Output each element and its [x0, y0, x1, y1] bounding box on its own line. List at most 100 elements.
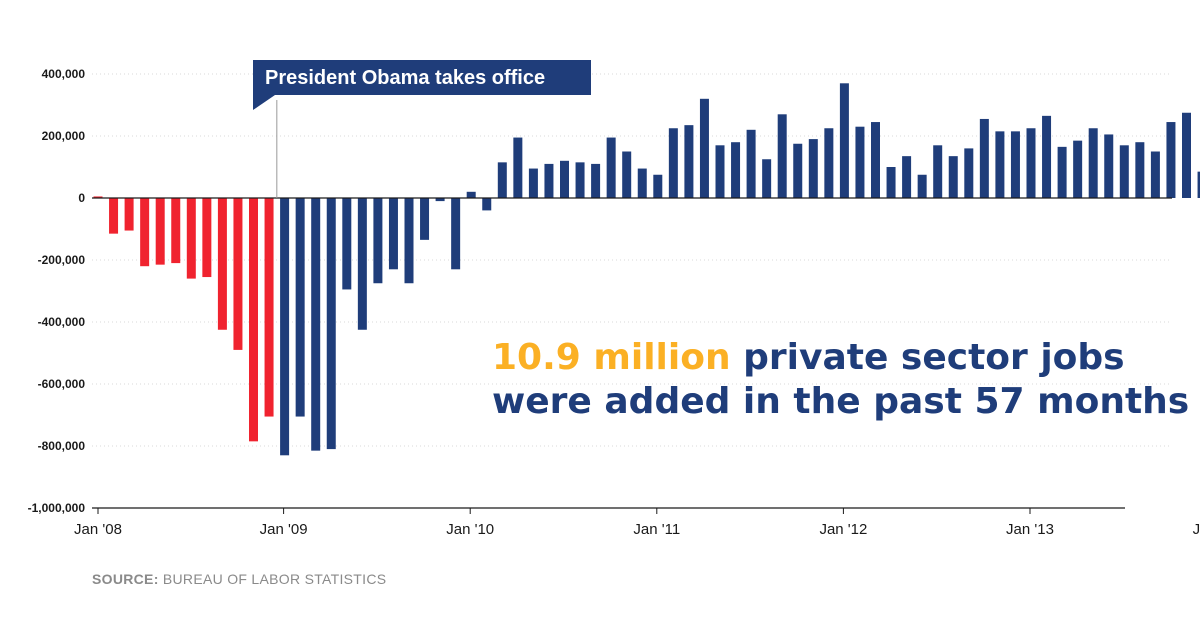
bar-aug-13	[1135, 142, 1145, 198]
bar-mar-11	[684, 125, 694, 198]
y-tick-label: -1,000,000	[28, 501, 86, 515]
bar-may-12	[902, 156, 912, 198]
bar-dec-08	[264, 198, 274, 417]
bar-feb-10	[482, 198, 492, 211]
x-axis-ticks: Jan '08 Jan '09 Jan '10 Jan '11 Jan '12 Jan '…	[74, 508, 1200, 538]
bar-may-13	[1088, 128, 1098, 198]
bar-may-11	[715, 145, 725, 198]
bar-jun-08	[171, 198, 181, 264]
y-tick-label: 200,000	[42, 129, 86, 143]
source-text: BUREAU OF LABOR STATISTICS	[158, 571, 387, 587]
bar-jul-13	[1119, 145, 1129, 198]
headline-line-1: 10.9 million private sector jobs	[492, 336, 1192, 380]
bar-dec-12	[1010, 131, 1020, 198]
bar-oct-08	[233, 198, 243, 350]
bar-feb-08	[109, 198, 119, 234]
bar-apr-11	[699, 98, 709, 198]
bar-sep-12	[964, 148, 974, 198]
bar-jan-12	[839, 83, 849, 198]
bar-mar-12	[871, 122, 880, 198]
y-tick-label: -200,000	[38, 253, 86, 267]
bar-may-09	[342, 198, 352, 290]
obama-callout: President Obama takes office	[253, 60, 591, 110]
bar-jan-08	[93, 196, 103, 198]
bar-jul-12	[933, 145, 943, 198]
y-tick-label: 0	[78, 191, 85, 205]
bar-sep-10	[591, 163, 601, 198]
bar-jul-09	[373, 198, 383, 284]
x-tick-label: Jan '10	[446, 521, 494, 538]
bar-dec-09	[451, 198, 461, 270]
bar-dec-13	[1197, 171, 1200, 198]
bar-nov-12	[995, 131, 1005, 198]
x-tick-label: Jan '14	[1193, 521, 1200, 538]
bar-jun-09	[357, 198, 367, 330]
bar-nov-08	[249, 198, 258, 442]
bar-sep-09	[404, 198, 414, 284]
bar-sep-08	[217, 198, 227, 330]
bar-jan-10	[466, 191, 476, 198]
headline-line-1-rest: private sector jobs	[730, 337, 1125, 378]
x-tick-label: Jan '09	[260, 521, 308, 538]
bar-dec-10	[637, 168, 647, 198]
bar-oct-10	[606, 137, 616, 198]
callout-label: President Obama takes office	[265, 67, 545, 89]
bar-jul-11	[746, 129, 756, 198]
bar-oct-13	[1166, 122, 1176, 198]
source-label: SOURCE:	[92, 571, 159, 587]
bar-aug-12	[948, 156, 958, 198]
bar-jun-11	[731, 142, 741, 198]
bar-jan-13	[1026, 128, 1036, 198]
bar-nov-11	[808, 139, 818, 198]
bar-mar-09	[311, 198, 321, 451]
bar-aug-11	[762, 159, 772, 198]
y-tick-label: -800,000	[38, 439, 86, 453]
headline: 10.9 million private sector jobs were ad…	[492, 336, 1192, 424]
bar-jun-12	[917, 174, 927, 198]
x-tick-label: Jan '12	[819, 521, 867, 538]
bar-apr-09	[326, 198, 336, 450]
y-axis-tick-labels: 400,000 200,000 0 -200,000 -400,000 -600,000 -…	[28, 67, 86, 515]
bar-oct-12	[979, 118, 989, 198]
bar-apr-10	[513, 137, 523, 198]
bar-oct-11	[793, 143, 803, 198]
bar-jul-08	[186, 198, 196, 279]
callout-flag-shape	[253, 60, 591, 110]
bar-nov-10	[622, 151, 632, 198]
bar-aug-10	[575, 162, 585, 198]
x-tick-label: Jan '11	[633, 521, 680, 538]
headline-highlight: 10.9 million	[492, 337, 731, 378]
bar-feb-12	[855, 126, 865, 198]
bar-mar-13	[1057, 146, 1067, 198]
bar-feb-11	[668, 128, 678, 198]
bar-jan-11	[653, 174, 663, 198]
y-tick-label: -600,000	[38, 377, 86, 391]
x-tick-label: Jan '08	[74, 521, 122, 538]
bar-jun-13	[1104, 134, 1114, 198]
bar-apr-12	[886, 167, 896, 198]
bar-oct-09	[420, 198, 430, 240]
bar-apr-08	[140, 198, 150, 267]
source-note: SOURCE: BUREAU OF LABOR STATISTICS	[92, 571, 386, 587]
bar-jun-10	[544, 163, 554, 198]
bar-feb-09	[295, 198, 305, 417]
bar-may-10	[528, 168, 538, 198]
bar-may-08	[155, 198, 165, 265]
bar-nov-09	[435, 198, 445, 202]
bar-apr-13	[1073, 140, 1083, 198]
bar-mar-10	[497, 162, 507, 198]
bar-jan-09	[280, 198, 290, 456]
headline-line-2: were added in the past 57 months	[492, 381, 1190, 422]
x-tick-label: Jan '13	[1006, 521, 1054, 538]
y-tick-label: -400,000	[38, 315, 86, 329]
bar-aug-09	[388, 198, 398, 270]
bar-dec-11	[824, 128, 834, 198]
bar-jul-10	[560, 160, 569, 198]
bars	[93, 83, 1200, 456]
bar-sep-13	[1150, 151, 1160, 198]
y-tick-label: 400,000	[42, 67, 86, 81]
bar-mar-08	[124, 198, 134, 231]
bar-sep-11	[777, 114, 787, 198]
bar-nov-13	[1182, 112, 1191, 198]
